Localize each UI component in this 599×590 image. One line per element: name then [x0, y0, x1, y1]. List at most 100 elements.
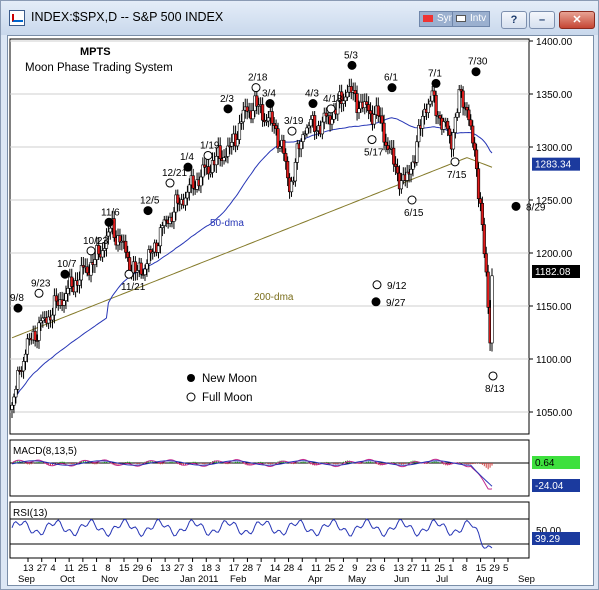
full-moon-marker	[450, 157, 460, 167]
macd-signal-value: -24.04	[535, 481, 564, 492]
moon-date-label: 7/1	[428, 68, 442, 79]
x-tick-label: 29	[133, 563, 144, 574]
new-moon-marker	[308, 99, 318, 109]
minimize-icon: –	[538, 14, 546, 26]
moon-date-label: 9/12	[387, 281, 407, 292]
moon-date-label: 6/1	[384, 73, 398, 84]
candle-up	[89, 262, 93, 276]
window-title: INDEX:$SPX,D -- S&P 500 INDEX	[31, 10, 224, 24]
candle-up	[162, 219, 166, 226]
moon-date-label: 5/3	[344, 50, 358, 61]
x-tick-label: 4	[50, 563, 55, 574]
title-bar[interactable]: INDEX:$SPX,D -- S&P 500 INDEX Sym Intv ?…	[1, 1, 598, 35]
candle-down	[313, 115, 317, 132]
rsi-title: RSI(13)	[13, 508, 47, 519]
x-tick-label: 11	[311, 563, 321, 574]
x-month-label: Jul	[436, 574, 448, 585]
candle-down	[54, 295, 58, 302]
candle-up	[314, 130, 319, 132]
candle-down	[434, 95, 438, 117]
new-moon-marker	[431, 78, 441, 88]
x-tick-label: 17	[229, 563, 240, 574]
candle-up	[455, 112, 459, 118]
interval-button-label: Intv	[470, 13, 487, 24]
candle-up	[39, 320, 43, 324]
macd-value-box	[532, 456, 580, 469]
x-tick-label: 11	[64, 563, 74, 574]
candle-up	[291, 180, 296, 183]
date-axis: 13 27 4 11 25 1 8 15 29 6 13 27 3 18 3 17 28 7 14 28 4 11 25 2 9…	[18, 558, 535, 585]
candle-down	[461, 90, 465, 108]
candle-down	[473, 142, 477, 151]
candle-up	[241, 109, 245, 123]
candle-up	[143, 268, 147, 275]
candle-up	[303, 133, 307, 136]
candle-down	[33, 330, 37, 341]
minimize-button[interactable]: –	[529, 11, 555, 29]
candle-up	[93, 259, 97, 265]
candle-up	[322, 112, 326, 123]
candle-up	[187, 184, 191, 193]
candle-up	[307, 125, 311, 129]
moon-date-label: 11/6	[101, 207, 120, 218]
moon-date-label: 6/15	[404, 208, 424, 219]
candles	[10, 78, 494, 418]
interval-icon	[456, 15, 466, 22]
candle-up	[428, 100, 432, 105]
macd-value: 0.64	[535, 458, 555, 469]
candle-down	[465, 107, 469, 111]
x-tick-label: 8	[462, 563, 467, 574]
candle-up	[299, 141, 303, 150]
candle-up	[108, 227, 112, 233]
symbol-button-label: Sym	[437, 13, 457, 24]
chart-canvas[interactable]: 9/8 9/23 10/7 10/23 11/6 11/21 12/5 12/21 1/4 1/1…	[8, 36, 593, 585]
y-tick-label: 1250.00	[536, 196, 573, 207]
candle-down	[245, 106, 249, 112]
full-moon-marker	[326, 104, 336, 114]
candle-down	[482, 224, 486, 255]
candle-down	[438, 115, 442, 119]
candle-down	[207, 166, 211, 175]
candle-up	[102, 248, 107, 251]
candle-down	[286, 161, 290, 179]
candle-down	[459, 89, 463, 92]
x-tick-label: 1	[92, 563, 97, 574]
candle-up	[222, 157, 226, 162]
legend-new-moon-label: New Moon	[202, 373, 257, 385]
moon-date-label: 10/23	[83, 236, 108, 247]
candle-up	[320, 121, 324, 135]
moon-date-label: 12/5	[140, 196, 160, 207]
moon-date-label: 1/19	[200, 140, 220, 151]
x-month-label: Oct	[60, 574, 75, 585]
x-month-label: Dec	[142, 574, 159, 585]
moon-date-label: 3/19	[284, 116, 304, 127]
chart-subtitle: Moon Phase Trading System	[25, 62, 173, 74]
moon-date-label: 1/4	[180, 152, 194, 163]
rsi-panel-frame	[9, 501, 530, 559]
candle-down	[139, 262, 143, 275]
help-button[interactable]: ?	[501, 11, 527, 29]
rsi-value-box	[532, 532, 580, 545]
candle-up	[10, 404, 14, 410]
candle-up	[293, 162, 297, 182]
y-tick-label: 1300.00	[536, 143, 573, 154]
moon-date-label: 8/13	[485, 384, 505, 395]
interval-button[interactable]: Intv	[452, 11, 491, 27]
candle-up	[399, 180, 403, 190]
x-tick-label: 9	[352, 563, 357, 574]
symbol-icon	[423, 15, 433, 22]
close-button[interactable]: ✕	[559, 11, 595, 29]
chart-app-icon	[9, 10, 25, 26]
candle-up	[341, 100, 346, 104]
candle-down	[274, 125, 278, 130]
candle-up	[145, 263, 149, 270]
macd-panel-frame	[9, 439, 530, 497]
candle-up	[210, 160, 215, 173]
macd-title: MACD(8,13,5)	[13, 446, 77, 457]
candle-up	[457, 89, 461, 113]
moving-averages	[11, 117, 493, 404]
moon-date-label: 5/17	[364, 148, 384, 159]
price-panel-frame	[9, 38, 530, 435]
chart-area[interactable]: 9/8 9/23 10/7 10/23 11/6 11/21 12/5 12/21 1/4 1/1…	[7, 35, 594, 586]
x-tick-label: 3	[215, 563, 220, 574]
